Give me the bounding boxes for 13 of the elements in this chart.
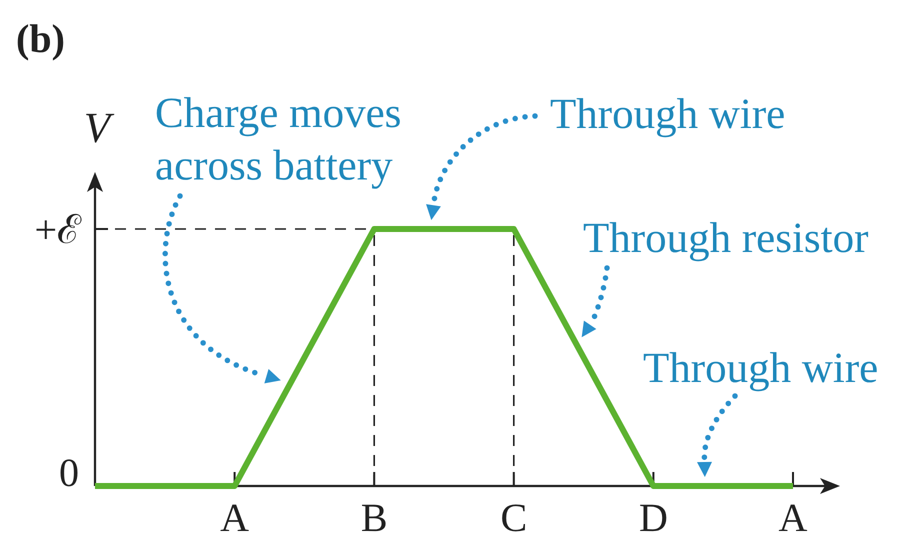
annotation: Through wire — [643, 345, 878, 392]
annotation: Through resistor — [583, 215, 868, 262]
x-tick-label: C — [500, 495, 528, 535]
text: Through wire — [550, 91, 786, 138]
x-tick-label: A — [778, 495, 808, 535]
ref-line-label: +ℰ — [34, 207, 82, 252]
x-tick-label: D — [638, 495, 668, 535]
text: 0 — [59, 450, 79, 495]
y-axis-title: V — [84, 105, 115, 152]
chart-title: (b) — [16, 16, 65, 61]
x-tick-label: B — [360, 495, 388, 535]
text: Charge moves across battery — [155, 90, 402, 190]
x-tick-label: A — [220, 495, 250, 535]
